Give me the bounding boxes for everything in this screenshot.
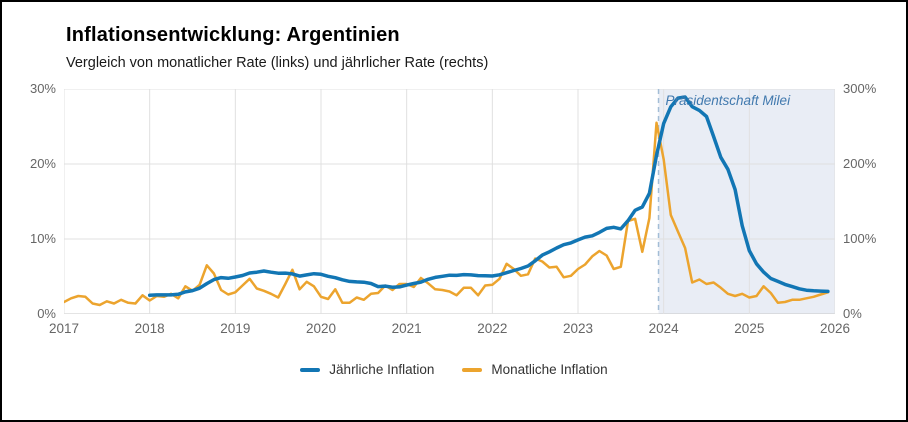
x-tick-label: 2022 xyxy=(477,321,508,336)
y-right-tick-label: 100% xyxy=(843,231,877,246)
legend: Jährliche Inflation Monatliche Inflation xyxy=(2,362,906,377)
y-left-tick-label: 0% xyxy=(37,306,56,321)
x-tick-label: 2023 xyxy=(562,321,594,336)
chart-title: Inflationsentwicklung: Argentinien xyxy=(66,24,400,46)
x-tick-label: 2019 xyxy=(220,321,251,336)
y-left-tick-label: 30% xyxy=(29,81,56,96)
legend-label-annual-inflation: Jährliche Inflation xyxy=(329,362,435,377)
x-tick-label: 2024 xyxy=(648,321,679,336)
x-tick-label: 2017 xyxy=(48,321,80,336)
x-tick-label: 2021 xyxy=(391,321,422,336)
y-left-tick-label: 20% xyxy=(29,156,56,171)
x-tick-label: 2026 xyxy=(819,321,851,336)
legend-item-annual-inflation: Jährliche Inflation xyxy=(300,362,434,377)
x-tick-label: 2020 xyxy=(305,321,337,336)
chart-subtitle: Vergleich von monatlicher Rate (links) u… xyxy=(66,55,489,71)
legend-label-monthly-inflation: Monatliche Inflation xyxy=(491,362,608,377)
annual-inflation-line xyxy=(147,95,830,298)
y-left-tick-label: 10% xyxy=(29,231,56,246)
y-right-tick-label: 0% xyxy=(843,306,862,321)
x-tick-label: 2025 xyxy=(734,321,765,336)
y-right-tick-label: 200% xyxy=(843,156,877,171)
legend-swatch-monthly-inflation xyxy=(462,367,483,372)
x-tick-label: 2018 xyxy=(134,321,165,336)
milei-period-shade xyxy=(658,89,835,314)
milei-annotation-label: Präsidentschaft Milei xyxy=(665,93,791,108)
plot-area xyxy=(64,89,835,314)
y-right-tick-label: 300% xyxy=(843,81,877,96)
legend-item-monthly-inflation: Monatliche Inflation xyxy=(462,362,608,377)
legend-swatch-annual-inflation xyxy=(300,367,321,372)
